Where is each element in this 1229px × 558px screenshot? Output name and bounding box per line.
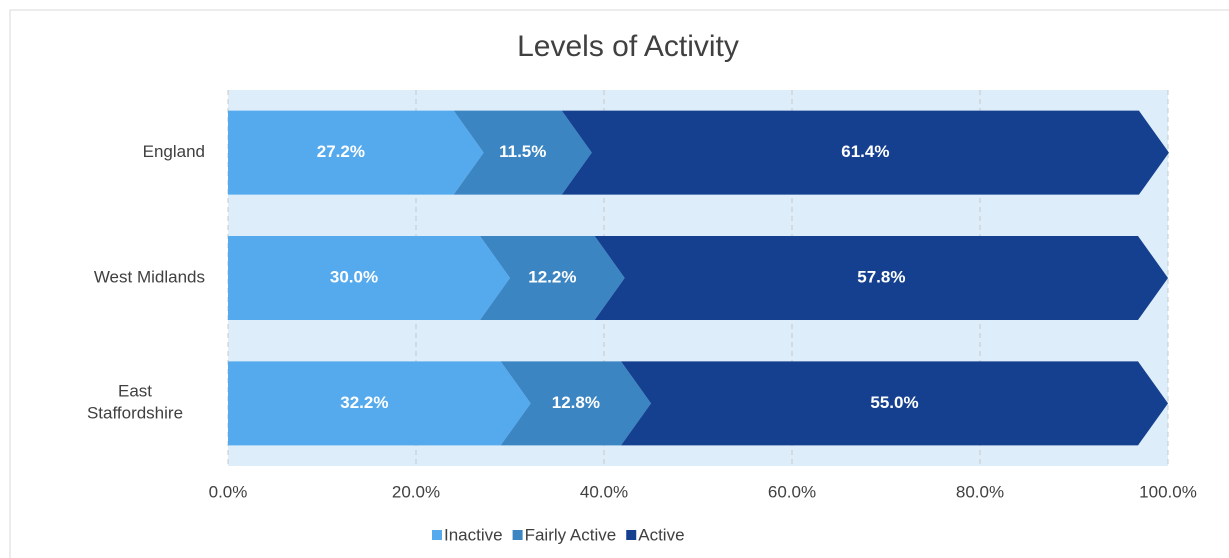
value-label: 61.4% [841, 142, 889, 161]
value-label: 12.2% [528, 267, 576, 286]
bar-segment [621, 361, 1168, 446]
x-tick-label: 20.0% [392, 482, 440, 501]
bar-segment [228, 361, 531, 446]
bar-segment [594, 236, 1168, 320]
value-label: 57.8% [857, 267, 905, 286]
legend-swatch [432, 530, 442, 540]
bar-segment [561, 110, 1169, 195]
value-label: 55.0% [870, 393, 918, 412]
legend-label: Active [638, 525, 684, 544]
legend-swatch [512, 530, 523, 540]
bar-segment [480, 236, 625, 320]
chart-title: Levels of Activity [517, 30, 739, 63]
x-tick-label: 0.0% [209, 482, 248, 501]
bar-segment [453, 110, 592, 195]
x-tick-label: 60.0% [768, 482, 816, 501]
bar-segment [500, 361, 651, 446]
legend-label: Inactive [444, 525, 503, 544]
y-tick-label: East Staffordshire [87, 382, 183, 423]
x-tick-label: 80.0% [956, 482, 1004, 501]
legend-label: Fairly Active [525, 525, 617, 544]
y-tick-label: West Midlands [94, 267, 205, 286]
value-label: 12.8% [552, 393, 600, 412]
value-label: 30.0% [330, 267, 378, 286]
bar-segment [228, 110, 484, 195]
x-tick-label: 100.0% [1139, 482, 1197, 501]
bar-segment [228, 236, 510, 320]
legend-swatch [626, 530, 637, 540]
x-tick-label: 40.0% [580, 482, 628, 501]
value-label: 27.2% [317, 142, 365, 161]
value-label: 11.5% [499, 142, 546, 161]
value-label: 32.2% [340, 393, 388, 412]
y-tick-label: England [143, 142, 205, 161]
